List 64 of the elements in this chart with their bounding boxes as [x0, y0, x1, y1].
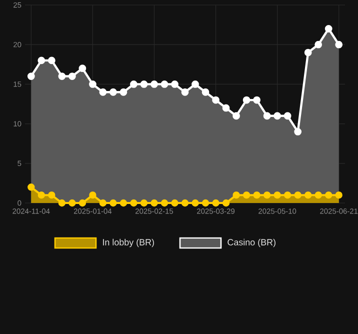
point: [58, 72, 66, 80]
point: [140, 199, 148, 207]
point: [150, 80, 158, 88]
point: [48, 191, 56, 199]
point: [274, 112, 282, 120]
point: [192, 199, 199, 207]
point: [171, 199, 178, 207]
point: [48, 56, 56, 64]
point: [284, 112, 292, 120]
point: [242, 96, 250, 104]
point: [160, 199, 168, 207]
point: [335, 40, 343, 48]
point: [120, 199, 128, 207]
point: [27, 72, 35, 80]
point: [294, 128, 302, 136]
point: [160, 80, 168, 88]
point: [78, 64, 86, 72]
point: [202, 199, 210, 207]
point: [181, 199, 189, 207]
legend-label: In lobby (BR): [103, 238, 154, 248]
point: [324, 25, 332, 32]
point: [130, 199, 138, 207]
legend-label: Casino (BR): [228, 238, 276, 248]
point: [222, 199, 230, 207]
point: [284, 191, 292, 199]
point: [99, 88, 107, 96]
point: [130, 80, 138, 88]
point: [263, 191, 271, 199]
point: [304, 191, 312, 199]
point: [314, 191, 322, 199]
point: [192, 80, 199, 88]
point: [171, 80, 178, 88]
point: [88, 80, 96, 88]
point: [140, 80, 148, 88]
point: [232, 112, 240, 120]
point: [68, 72, 76, 80]
point: [150, 199, 158, 207]
point: [212, 199, 220, 207]
point: [324, 191, 332, 199]
point: [38, 56, 46, 64]
point: [212, 96, 220, 104]
point: [335, 191, 342, 199]
point: [110, 88, 117, 96]
point: [202, 88, 210, 96]
point: [78, 199, 86, 207]
point: [28, 184, 35, 191]
point: [242, 191, 250, 199]
point: [274, 191, 281, 199]
point: [89, 191, 96, 199]
point: [232, 191, 240, 199]
point: [38, 191, 46, 199]
point: [58, 199, 66, 207]
point: [110, 199, 117, 207]
point: [120, 88, 128, 96]
point: [99, 199, 107, 207]
point: [304, 48, 312, 56]
point: [68, 199, 76, 207]
point: [263, 112, 271, 120]
point: [253, 96, 260, 104]
point: [222, 104, 230, 112]
point: [294, 191, 302, 199]
point: [181, 88, 189, 96]
point: [314, 40, 322, 48]
point: [253, 191, 260, 199]
